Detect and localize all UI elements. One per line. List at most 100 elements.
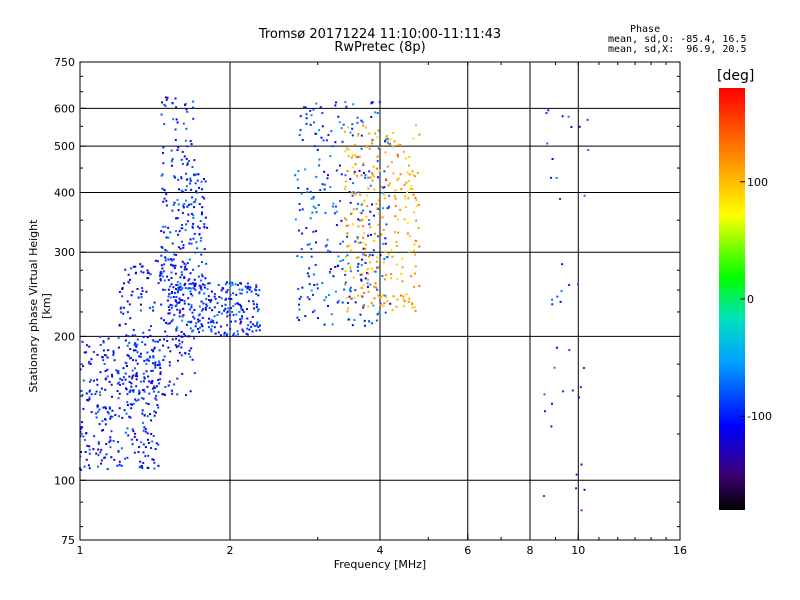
data-point bbox=[315, 230, 318, 233]
data-point bbox=[186, 145, 189, 148]
data-point bbox=[546, 142, 549, 145]
data-point bbox=[141, 412, 144, 415]
data-point bbox=[88, 345, 91, 348]
data-point bbox=[95, 416, 98, 419]
data-point bbox=[109, 415, 112, 418]
data-point bbox=[194, 182, 197, 185]
data-point bbox=[347, 307, 350, 310]
data-point bbox=[309, 190, 312, 193]
data-point bbox=[362, 253, 365, 256]
x-tick-label: 8 bbox=[527, 544, 534, 557]
data-point bbox=[347, 155, 350, 158]
data-point bbox=[342, 240, 345, 243]
data-point bbox=[104, 370, 107, 373]
data-point bbox=[131, 443, 134, 446]
data-point bbox=[371, 203, 374, 206]
data-point bbox=[396, 153, 399, 156]
data-point bbox=[376, 266, 379, 269]
data-point bbox=[384, 138, 387, 141]
data-point bbox=[141, 466, 144, 469]
data-point bbox=[317, 203, 320, 206]
data-point bbox=[175, 346, 178, 349]
data-point bbox=[122, 382, 125, 385]
data-point bbox=[315, 175, 318, 178]
data-point bbox=[240, 292, 243, 295]
data-point bbox=[367, 219, 370, 222]
data-point bbox=[239, 282, 242, 285]
data-point bbox=[98, 408, 101, 411]
data-point bbox=[344, 255, 347, 258]
data-point bbox=[126, 311, 129, 314]
data-point bbox=[200, 300, 203, 303]
data-point bbox=[204, 277, 207, 280]
data-point bbox=[247, 285, 250, 288]
data-point bbox=[171, 338, 174, 341]
x-tick-label: 4 bbox=[377, 544, 384, 557]
data-point bbox=[232, 334, 235, 337]
data-point bbox=[82, 435, 85, 438]
data-point bbox=[205, 297, 208, 300]
x-tick-label: 6 bbox=[464, 544, 471, 557]
data-point bbox=[304, 106, 307, 109]
data-point bbox=[128, 375, 131, 378]
data-point bbox=[108, 407, 111, 410]
data-point bbox=[226, 315, 229, 318]
data-point bbox=[191, 226, 194, 229]
data-point bbox=[118, 463, 121, 466]
data-point bbox=[173, 267, 176, 270]
data-point bbox=[240, 307, 243, 310]
data-point bbox=[318, 129, 321, 132]
data-point bbox=[297, 170, 300, 173]
data-point bbox=[396, 179, 399, 182]
data-point bbox=[127, 355, 130, 358]
data-point bbox=[579, 386, 582, 389]
data-point bbox=[355, 207, 358, 210]
data-point bbox=[117, 450, 120, 453]
data-point bbox=[189, 140, 192, 143]
data-point bbox=[372, 165, 375, 168]
data-point bbox=[357, 202, 360, 205]
data-point bbox=[185, 199, 188, 202]
data-point bbox=[126, 401, 129, 404]
data-point bbox=[139, 263, 142, 266]
data-point bbox=[305, 113, 308, 116]
data-point bbox=[232, 292, 235, 295]
data-point bbox=[111, 375, 114, 378]
data-point bbox=[117, 370, 120, 373]
data-point bbox=[181, 223, 184, 226]
data-point bbox=[192, 268, 195, 271]
data-point bbox=[362, 306, 365, 309]
data-point bbox=[380, 296, 383, 299]
data-point bbox=[385, 223, 388, 226]
data-point bbox=[135, 372, 138, 375]
data-point bbox=[180, 189, 183, 192]
data-point bbox=[374, 282, 377, 285]
data-point bbox=[140, 270, 143, 273]
data-point bbox=[246, 308, 249, 311]
data-point bbox=[392, 172, 395, 175]
data-point bbox=[358, 155, 361, 158]
data-point bbox=[177, 246, 180, 249]
data-point bbox=[347, 318, 350, 321]
data-point bbox=[570, 125, 573, 128]
data-point bbox=[409, 188, 412, 191]
data-point bbox=[145, 290, 148, 293]
data-point bbox=[237, 302, 240, 305]
data-point bbox=[100, 429, 103, 432]
data-point bbox=[105, 453, 108, 456]
data-point bbox=[107, 412, 110, 415]
data-point bbox=[256, 322, 259, 325]
data-point bbox=[346, 235, 349, 238]
data-point bbox=[255, 284, 258, 287]
data-point bbox=[246, 327, 249, 330]
data-point bbox=[182, 204, 185, 207]
data-point bbox=[174, 305, 177, 308]
data-point bbox=[193, 232, 196, 235]
data-point bbox=[337, 255, 340, 258]
data-point bbox=[225, 281, 228, 284]
data-point bbox=[383, 140, 386, 143]
data-point bbox=[131, 290, 134, 293]
data-point bbox=[165, 204, 168, 207]
data-point bbox=[358, 219, 361, 222]
